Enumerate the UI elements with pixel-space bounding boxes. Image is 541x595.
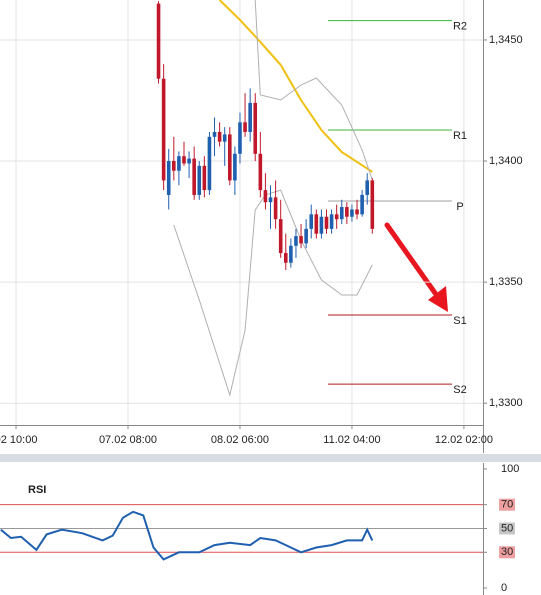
candle-body <box>222 134 227 142</box>
candle-body <box>334 214 339 220</box>
candle-body <box>345 207 349 217</box>
candle-body <box>258 153 263 191</box>
y-tick-label: 70 <box>501 499 513 511</box>
arrow-head <box>428 286 448 312</box>
candle-body <box>248 102 252 132</box>
candle-body <box>329 214 334 229</box>
candle-body <box>294 236 298 246</box>
overlay-line <box>218 0 373 173</box>
candle-body <box>365 180 370 195</box>
rsi-line <box>0 510 374 561</box>
pivot-label: P <box>456 201 463 213</box>
candle-body <box>233 153 237 181</box>
y-tick-badge <box>499 546 515 559</box>
candle-body <box>350 209 354 217</box>
y-tick-label: 50 <box>501 522 513 534</box>
candle-body <box>202 165 207 191</box>
y-tick-label: 0 <box>501 582 507 594</box>
candle-body <box>339 207 344 220</box>
candle-body <box>197 165 202 195</box>
x-tick-label: 11.02 04:00 <box>323 434 380 446</box>
candle-body <box>207 136 212 191</box>
pivot-label: S1 <box>453 315 466 327</box>
overlay-line <box>173 189 373 397</box>
y-tick-label: 1,3350 <box>489 276 523 288</box>
candle-body <box>156 3 161 79</box>
x-tick-label: 02 10:00 <box>0 434 37 446</box>
candle-body <box>243 122 247 132</box>
candle-body <box>360 194 364 215</box>
arrow <box>384 222 443 303</box>
candle-body <box>253 102 258 154</box>
candle-body <box>217 131 222 142</box>
candle-body <box>263 190 268 203</box>
y-tick-label: 1,3400 <box>489 155 523 167</box>
panel-separator <box>0 454 541 462</box>
candle-body <box>304 228 308 244</box>
pivot-label: S2 <box>453 384 466 396</box>
y-tick-label: 30 <box>501 546 513 558</box>
pivot-label: R2 <box>453 20 467 32</box>
candle-body <box>268 197 273 203</box>
candle-body <box>192 158 196 195</box>
candle-body <box>161 78 166 181</box>
pivot-label: R1 <box>453 130 467 142</box>
candle-body <box>319 216 324 234</box>
candle-body <box>227 134 232 181</box>
candle-body <box>314 214 319 234</box>
y-tick-badge <box>499 522 515 535</box>
candle-body <box>299 236 303 244</box>
candle-body <box>309 214 314 229</box>
x-tick-label: 08.02 06:00 <box>211 434 269 446</box>
candle-body <box>324 216 329 229</box>
y-tick-label: 100 <box>501 463 519 475</box>
candle-body <box>187 158 191 164</box>
candle-body <box>355 209 359 215</box>
candle-body <box>177 156 181 171</box>
candle-body <box>212 131 217 137</box>
overlay-line <box>254 0 373 181</box>
candle-body <box>182 156 186 164</box>
candle-body <box>166 161 171 195</box>
x-tick-label: 12.02 02:00 <box>435 434 493 446</box>
x-tick-label: 07.02 08:00 <box>99 434 157 446</box>
candle-body <box>238 122 242 154</box>
candle-body <box>283 253 288 263</box>
y-tick-label: 1,3300 <box>489 397 523 409</box>
y-tick-label: 1,3450 <box>489 34 523 46</box>
candle-body <box>289 245 293 263</box>
rsi-title: RSI <box>28 484 46 496</box>
candle-body <box>370 180 375 229</box>
y-tick-badge <box>499 498 515 511</box>
candle-body <box>278 219 283 254</box>
candle-body <box>273 197 278 220</box>
candle-body <box>172 161 176 171</box>
